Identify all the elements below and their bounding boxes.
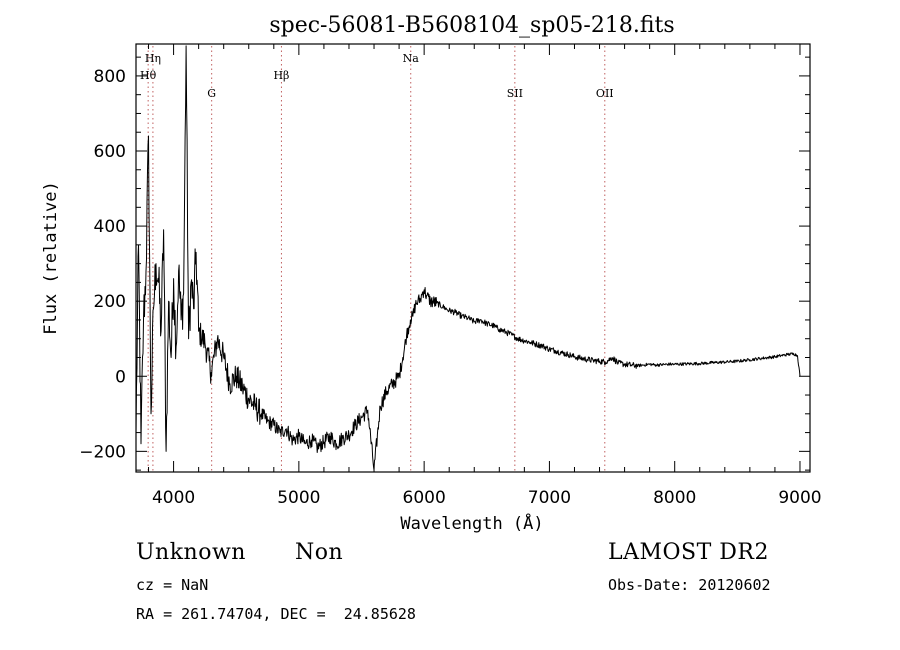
x-tick-label: 8000 [653, 488, 696, 508]
object-subclass: Non [295, 540, 344, 565]
y-tick-label: 800 [94, 67, 126, 87]
coordinates-text: RA = 261.74704, DEC = 24.85628 [136, 605, 416, 623]
y-tick-label: 200 [94, 292, 126, 312]
y-tick-label: −200 [79, 442, 126, 462]
x-axis-label: Wavelength (Å) [400, 512, 543, 534]
x-tick-label: 4000 [152, 488, 195, 508]
redshift-text: cz = NaN [136, 576, 209, 594]
line-markers [147, 46, 606, 472]
line-label: Hη [145, 52, 161, 65]
axis-ticks [136, 44, 810, 472]
line-label: Na [403, 52, 420, 65]
object-class: Unknown [136, 540, 246, 565]
x-tick-label: 9000 [778, 488, 821, 508]
line-label: Hθ [140, 69, 157, 82]
obs-date-text: Obs-Date: 20120602 [608, 576, 771, 594]
y-tick-label: 600 [94, 142, 126, 162]
x-tick-label: 5000 [277, 488, 320, 508]
y-tick-label: 400 [94, 217, 126, 237]
line-label: Hβ [273, 69, 289, 82]
y-axis-label: Flux (relative) [41, 181, 61, 335]
spectrum-line [135, 45, 801, 471]
plot-frame [135, 43, 811, 473]
line-label: OII [596, 87, 614, 100]
x-tick-labels: 4000 5000 6000 7000 8000 9000 [152, 488, 822, 508]
spectrum-layer [135, 45, 801, 471]
chart-title: spec-56081-B5608104_sp05-218.fits [269, 13, 674, 38]
line-label: G [207, 87, 216, 100]
line-labels: Hη Hθ G Hβ Na SII OII [140, 52, 614, 100]
x-tick-label: 6000 [403, 488, 446, 508]
x-tick-label: 7000 [528, 488, 571, 508]
y-tick-labels: −200 0 200 400 600 800 [79, 67, 126, 462]
survey-name: LAMOST DR2 [608, 540, 769, 565]
y-tick-label: 0 [115, 367, 126, 387]
line-label: SII [507, 87, 523, 100]
